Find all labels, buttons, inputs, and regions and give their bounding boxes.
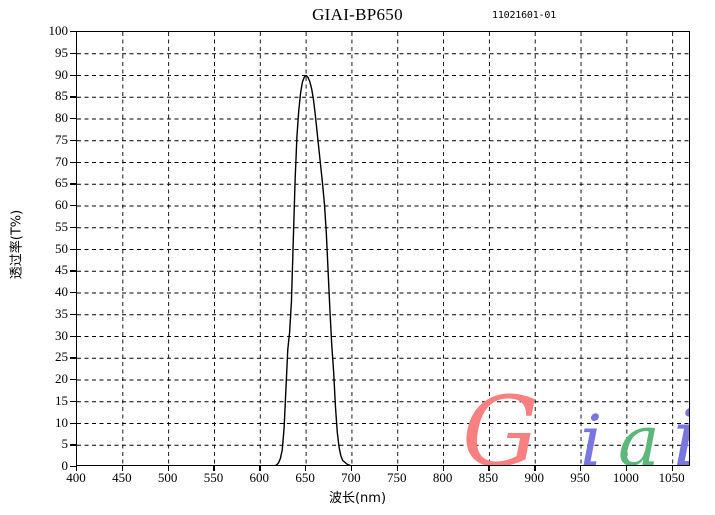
- x-tick-label: 600: [249, 470, 270, 485]
- y-tick-mark: [70, 422, 76, 424]
- serial-number: 11021601-01: [492, 10, 557, 21]
- y-tick-label: 70: [55, 153, 68, 169]
- x-tick-label: 1050: [658, 470, 685, 485]
- y-tick-mark: [70, 205, 76, 207]
- y-tick-label: 50: [55, 240, 68, 256]
- watermark-giai: Giai: [77, 32, 690, 466]
- curve-path: [274, 74, 351, 465]
- watermark-letter: i: [673, 394, 690, 466]
- x-tick-mark: [671, 466, 673, 471]
- x-tick-label: 900: [524, 470, 544, 485]
- y-tick-label: 55: [55, 218, 68, 234]
- y-tick-label: 30: [55, 327, 68, 343]
- y-tick-mark: [70, 313, 76, 316]
- x-tick-label: 700: [341, 470, 361, 485]
- y-tick-label: 60: [55, 197, 68, 212]
- x-tick-label: 550: [203, 470, 224, 485]
- y-tick-label: 65: [55, 175, 68, 191]
- x-tick-label: 950: [570, 470, 590, 485]
- x-tick-mark: [121, 466, 124, 471]
- y-tick-mark: [70, 270, 76, 272]
- x-tick-label: 850: [478, 470, 499, 485]
- y-tick-label: 0: [61, 458, 69, 473]
- plot-area: Giai: [76, 31, 690, 466]
- y-tick-mark: [70, 400, 76, 403]
- x-tick-mark: [259, 466, 261, 471]
- y-tick-label: 45: [55, 262, 68, 278]
- watermark-letter: a: [618, 400, 660, 466]
- y-tick-label: 100: [48, 23, 69, 38]
- y-tick-mark: [70, 52, 76, 55]
- y-tick-mark: [70, 183, 76, 185]
- y-tick-mark: [70, 335, 76, 337]
- y-tick-label: 80: [55, 110, 68, 125]
- y-tick-mark: [70, 118, 76, 120]
- y-tick-mark: [70, 379, 76, 381]
- x-tick-label: 400: [66, 470, 86, 485]
- x-axis-title: 波长(nm): [328, 491, 387, 506]
- y-tick-mark: [70, 444, 76, 446]
- y-tick-label: 85: [55, 88, 68, 104]
- x-tick-mark: [625, 466, 628, 471]
- y-tick-mark: [70, 357, 76, 359]
- x-tick-mark: [442, 466, 444, 471]
- x-tick-mark: [534, 466, 536, 471]
- page-title: GIAI-BP650: [312, 5, 403, 24]
- y-tick-mark: [70, 96, 76, 98]
- y-tick-label: 10: [55, 414, 68, 430]
- x-tick-mark: [350, 466, 353, 471]
- watermark-letter: i: [580, 400, 602, 466]
- x-tick-label: 1000: [612, 470, 639, 485]
- x-tick-mark: [76, 466, 78, 471]
- y-tick-label: 90: [55, 66, 68, 82]
- y-tick-label: 75: [55, 131, 68, 147]
- y-tick-label: 35: [55, 305, 68, 321]
- watermark-letter: G: [462, 376, 539, 466]
- y-tick-mark: [70, 139, 76, 142]
- y-tick-mark: [70, 31, 76, 33]
- x-tick-mark: [396, 466, 399, 471]
- y-tick-mark: [70, 161, 76, 163]
- y-tick-mark: [70, 226, 76, 229]
- y-tick-label: 25: [55, 349, 68, 365]
- x-tick-label: 500: [157, 470, 178, 485]
- y-tick-label: 95: [55, 44, 68, 60]
- y-tick-label: 40: [55, 284, 68, 299]
- watermark-svg: Giai: [462, 376, 690, 466]
- y-tick-mark: [70, 248, 76, 250]
- x-tick-mark: [167, 466, 169, 471]
- x-tick-label: 650: [295, 470, 315, 485]
- x-tick-mark: [305, 466, 307, 471]
- x-tick-label: 800: [432, 470, 453, 485]
- y-tick-label: 20: [55, 371, 68, 386]
- y-tick-mark: [70, 292, 76, 294]
- transmittance-curve: [274, 74, 351, 465]
- y-tick-mark: [70, 466, 76, 468]
- x-tick-mark: [580, 466, 582, 471]
- y-tick-label: 15: [55, 392, 68, 408]
- x-tick-mark: [488, 466, 490, 471]
- x-tick-mark: [213, 466, 215, 471]
- x-tick-label: 750: [386, 470, 407, 485]
- y-tick-label: 5: [61, 436, 69, 452]
- y-tick-mark: [70, 74, 76, 76]
- grid-lines: [77, 32, 689, 465]
- x-tick-label: 450: [112, 470, 132, 485]
